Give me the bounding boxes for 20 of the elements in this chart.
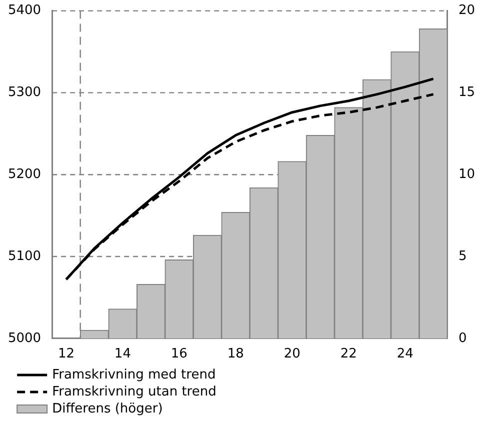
y2-tick-label: 15 bbox=[458, 85, 476, 100]
y2-tick-label: 0 bbox=[458, 330, 467, 346]
legend-label: Framskrivning med trend bbox=[52, 367, 216, 382]
x-tick-label: 20 bbox=[284, 346, 300, 362]
y-tick-label: 5400 bbox=[8, 3, 42, 18]
x-tick-label: 18 bbox=[227, 346, 244, 362]
x-tick-label: 22 bbox=[340, 346, 357, 362]
x-tick-label: 24 bbox=[396, 346, 414, 362]
y-tick-label: 5100 bbox=[8, 248, 42, 264]
legend-label: Framskrivning utan trend bbox=[52, 384, 216, 400]
x-tick-label: 12 bbox=[58, 346, 74, 362]
y2-tick-label: 10 bbox=[458, 166, 476, 182]
y-tick-label: 5000 bbox=[8, 330, 42, 346]
y-tick-label: 5300 bbox=[8, 85, 42, 100]
y2-tick-label: 5 bbox=[458, 248, 467, 264]
x-tick-label: 16 bbox=[170, 346, 188, 362]
y2-tick-label: 20 bbox=[458, 3, 476, 18]
legend-label: Differens (höger) bbox=[52, 401, 163, 416]
x-tick-label: 14 bbox=[114, 346, 131, 362]
y-tick-label: 5200 bbox=[8, 166, 42, 182]
